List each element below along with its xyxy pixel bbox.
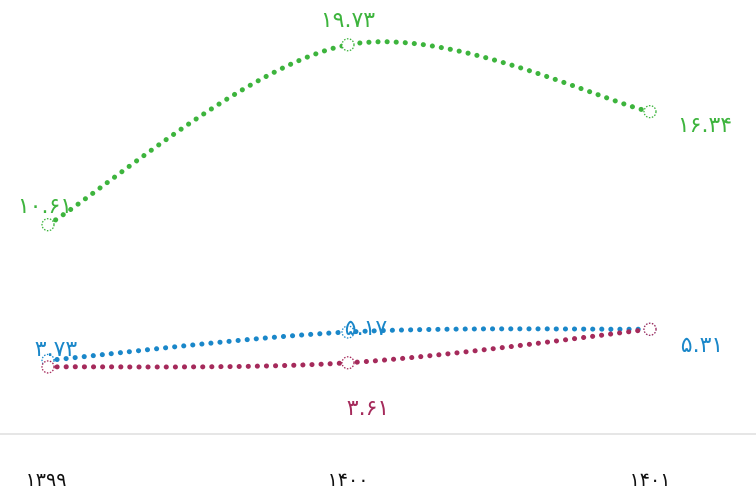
data-label: ۱۰.۶۱: [18, 194, 72, 219]
data-label: ۱۹.۷۳: [321, 8, 375, 33]
data-labels: ۱۰.۶۱ ۱۹.۷۳ ۱۶.۳۴ ۳.۷۳ ۵.۱۷ ۵.۳۱ ۳.۶۱: [18, 8, 732, 421]
data-label: ۳.۷۳: [35, 337, 78, 362]
x-tick-label: ۱۴۰۰: [328, 469, 369, 491]
data-label: ۳.۶۱: [347, 396, 389, 421]
data-label: ۵.۱۷: [345, 316, 388, 341]
series-line: [45, 39, 653, 228]
x-tick-labels: ۱۳۹۹ ۱۴۰۰ ۱۴۰۱: [26, 469, 671, 491]
data-point: [341, 38, 355, 52]
data-label: ۵.۳۱: [681, 333, 723, 358]
x-tick-label: ۱۴۰۱: [630, 469, 671, 491]
x-tick-label: ۱۳۹۹: [26, 469, 67, 491]
data-point: [41, 218, 55, 232]
series-layer: [41, 38, 657, 374]
data-point: [41, 360, 55, 374]
data-point: [643, 322, 657, 336]
data-point: [341, 325, 355, 339]
data-point: [643, 105, 657, 119]
data-point: [341, 356, 355, 370]
data-label: ۱۶.۳۴: [678, 113, 732, 138]
